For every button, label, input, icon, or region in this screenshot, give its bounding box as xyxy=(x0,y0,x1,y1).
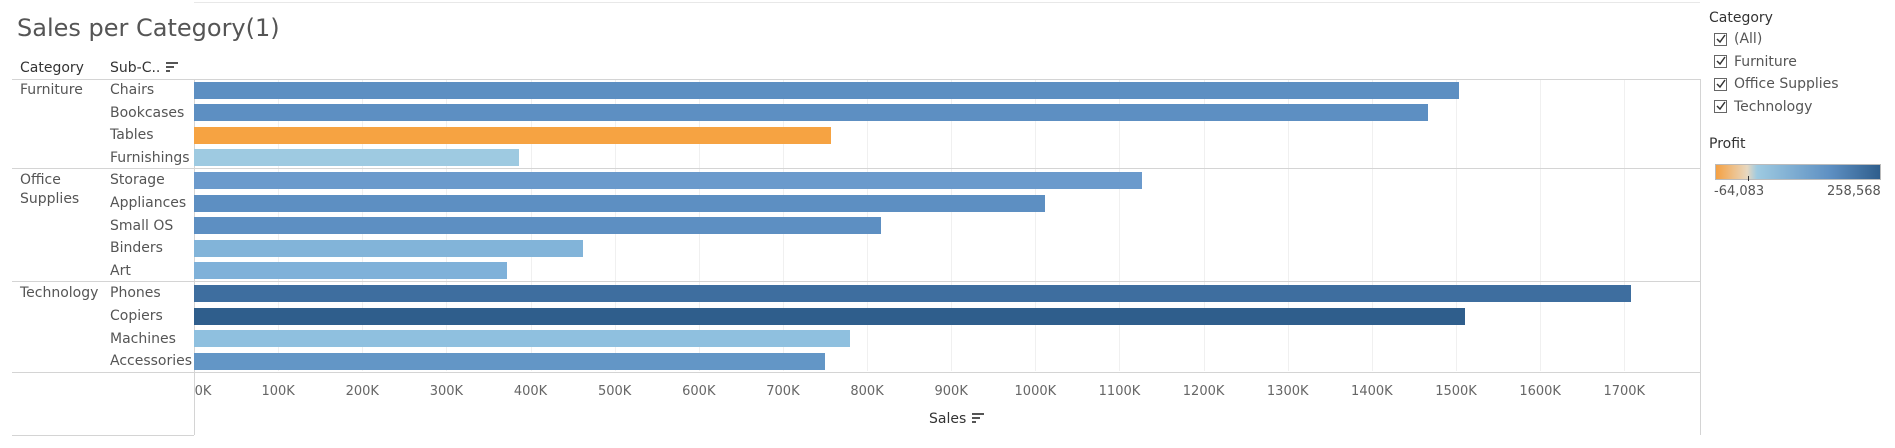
x-gridline xyxy=(1119,79,1121,371)
category-filter-option[interactable]: Technology xyxy=(1714,98,1812,116)
top-border xyxy=(194,2,1700,3)
x-tick-label: 900K xyxy=(934,384,968,399)
bar-appliances[interactable] xyxy=(194,194,1045,212)
bar-chairs[interactable] xyxy=(194,81,1459,99)
bar-accessories[interactable] xyxy=(194,352,825,370)
subcategory-label: Storage xyxy=(110,172,165,189)
subcategory-label: Small OS xyxy=(110,217,174,234)
checkbox-checked-icon[interactable] xyxy=(1714,32,1727,46)
plot-left-border xyxy=(194,79,195,435)
category-filter-option-label: Furniture xyxy=(1734,53,1797,70)
category-label-line: Furniture xyxy=(20,82,83,98)
category-filter-option-label: Technology xyxy=(1734,98,1813,115)
x-gridline xyxy=(1203,79,1205,371)
x-gridline xyxy=(1540,79,1542,371)
category-header[interactable]: Category xyxy=(20,60,84,76)
subcategory-label: Copiers xyxy=(110,308,163,324)
subcategory-header-label: Sub-C.. xyxy=(110,60,161,76)
subcategory-label: Accessories xyxy=(110,353,193,370)
bar-copiers[interactable] xyxy=(194,307,1466,325)
subcategory-label: Chairs xyxy=(110,82,155,98)
x-tick-label: 1400K xyxy=(1351,384,1393,399)
category-label-line: Office xyxy=(20,172,61,189)
x-tick-label: 1300K xyxy=(1266,384,1309,399)
profit-min-label: -64,083 xyxy=(1714,184,1765,199)
subcategory-label: Tables xyxy=(110,127,154,144)
category-filter-option-label: (All) xyxy=(1734,31,1763,47)
category-filter-title: Category xyxy=(1709,10,1773,26)
axis-bottom-border xyxy=(12,372,1700,373)
x-tick-label: 0K xyxy=(194,384,212,399)
footer-border xyxy=(12,435,194,436)
checkbox-checked-icon[interactable] xyxy=(1714,77,1727,91)
x-tick-label: 1100K xyxy=(1098,384,1141,399)
sort-descending-icon[interactable] xyxy=(972,413,985,424)
profit-legend-title: Profit xyxy=(1709,136,1746,152)
category-filter-option[interactable]: (All) xyxy=(1714,30,1762,48)
subcategory-label: Machines xyxy=(110,330,176,347)
checkbox-checked-icon[interactable] xyxy=(1714,55,1727,68)
x-tick-label: 100K xyxy=(261,384,295,399)
category-label-line: Supplies xyxy=(20,191,80,208)
x-gridline xyxy=(1456,79,1457,371)
bar-tables[interactable] xyxy=(194,126,831,144)
x-gridline xyxy=(951,79,953,371)
bar-furnishings[interactable] xyxy=(194,149,519,167)
x-tick-label: 700K xyxy=(766,384,800,399)
profit-max-label: 258,568 xyxy=(1827,184,1881,199)
group-separator xyxy=(12,281,1700,283)
subcategory-label: Appliances xyxy=(110,195,187,211)
bar-bookcases[interactable] xyxy=(194,104,1429,122)
category-filter-option[interactable]: Furniture xyxy=(1714,53,1797,71)
category-label: Furniture xyxy=(20,81,83,100)
x-gridline xyxy=(1287,79,1289,371)
x-tick-label: 1600K xyxy=(1519,384,1561,399)
bar-binders[interactable] xyxy=(194,239,583,257)
subcategory-label: Binders xyxy=(110,240,163,257)
plot-top-border xyxy=(12,79,1700,80)
subcategory-label: Bookcases xyxy=(110,104,185,121)
profit-zero-tick xyxy=(1748,176,1749,181)
x-tick-label: 1000K xyxy=(1014,384,1057,399)
x-tick-label: 200K xyxy=(345,384,379,399)
group-separator xyxy=(12,168,1700,170)
x-tick-label: 800K xyxy=(850,384,884,399)
x-tick-label: 1700K xyxy=(1603,384,1646,399)
x-tick-label: 1200K xyxy=(1182,384,1225,399)
category-label: Technology xyxy=(20,284,98,303)
checkbox-checked-icon[interactable] xyxy=(1714,100,1727,113)
bar-phones[interactable] xyxy=(194,284,1631,302)
sales-axis-title[interactable]: Sales xyxy=(929,411,985,427)
x-tick-label: 300K xyxy=(429,384,464,399)
bar-storage[interactable] xyxy=(194,171,1143,189)
x-tick-label: 600K xyxy=(682,384,716,399)
bar-small-os[interactable] xyxy=(194,217,881,235)
page-title: Sales per Category(1) xyxy=(17,14,280,42)
category-label-line: Technology xyxy=(20,285,99,302)
plot-right-border xyxy=(1700,79,1701,435)
category-filter-option[interactable]: Office Supplies xyxy=(1714,75,1839,93)
bar-art[interactable] xyxy=(194,262,507,280)
sales-axis-label: Sales xyxy=(929,411,967,427)
x-tick-label: 500K xyxy=(597,384,632,399)
category-label: Office Supplies xyxy=(20,171,79,209)
subcategory-header[interactable]: Sub-C.. xyxy=(110,60,179,76)
subcategory-label: Art xyxy=(110,262,131,279)
x-tick-label: 1500K xyxy=(1435,384,1477,399)
x-tick-label: 400K xyxy=(513,384,548,399)
category-filter-option-label: Office Supplies xyxy=(1734,76,1839,92)
sort-descending-icon[interactable] xyxy=(166,62,179,73)
x-gridline xyxy=(1035,79,1037,371)
x-gridline xyxy=(1624,79,1626,371)
profit-color-gradient xyxy=(1715,164,1881,180)
subcategory-label: Phones xyxy=(110,285,161,302)
bar-machines[interactable] xyxy=(194,330,851,348)
x-gridline xyxy=(1371,79,1373,371)
subcategory-label: Furnishings xyxy=(110,149,190,166)
